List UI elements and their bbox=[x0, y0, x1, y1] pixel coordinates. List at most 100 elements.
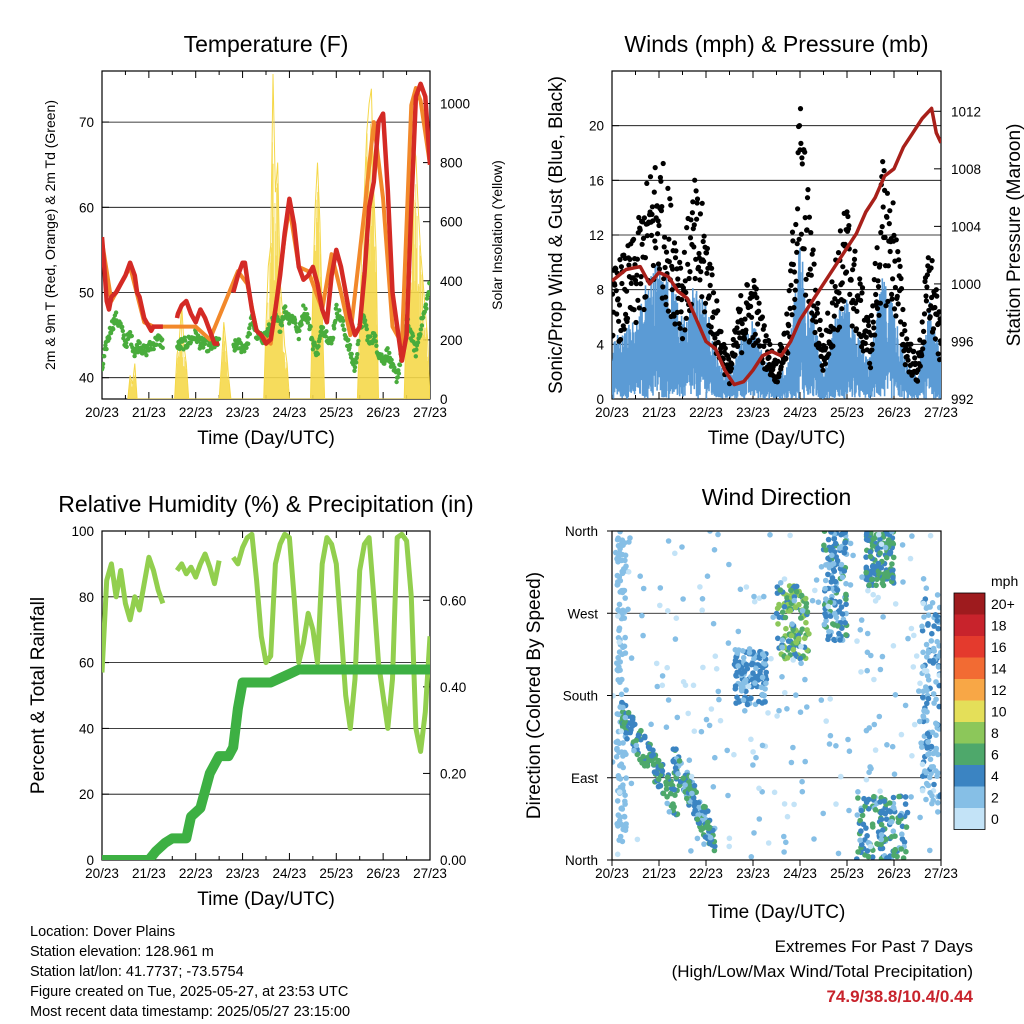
figure-created: Figure created on Tue, 2025-05-27, at 23… bbox=[30, 984, 349, 1000]
gust-point bbox=[829, 300, 836, 306]
direction-point bbox=[665, 538, 672, 544]
gust-point bbox=[700, 238, 706, 245]
direction-point bbox=[777, 580, 784, 586]
direction-point bbox=[822, 610, 828, 617]
dewpoint-point bbox=[292, 317, 298, 322]
direction-point bbox=[627, 729, 633, 736]
direction-point bbox=[847, 582, 854, 588]
y-tick-label: 0 bbox=[86, 853, 94, 868]
direction-point bbox=[936, 643, 941, 649]
direction-point bbox=[936, 703, 941, 710]
direction-point bbox=[617, 833, 624, 840]
gust-point bbox=[937, 357, 941, 363]
gust-point bbox=[867, 365, 874, 371]
direction-point bbox=[617, 531, 623, 535]
gust-point bbox=[783, 355, 789, 361]
gust-point bbox=[883, 303, 889, 309]
direction-point bbox=[838, 531, 844, 538]
direction-point bbox=[659, 673, 666, 679]
direction-point bbox=[782, 614, 789, 621]
gust-point bbox=[896, 257, 902, 263]
direction-point bbox=[925, 739, 931, 745]
direction-point bbox=[628, 655, 635, 661]
gust-point bbox=[790, 261, 797, 268]
gust-point bbox=[895, 249, 901, 255]
direction-point bbox=[826, 741, 833, 747]
gust-point bbox=[614, 311, 620, 317]
direction-point bbox=[889, 540, 896, 546]
legend-label: 10 bbox=[991, 704, 1007, 720]
gust-point bbox=[624, 315, 631, 321]
x-tick-label: 21/23 bbox=[132, 866, 166, 881]
dewpoint-point bbox=[364, 326, 369, 332]
gust-point bbox=[652, 238, 658, 244]
dewpoint-point bbox=[216, 336, 222, 342]
direction-point bbox=[804, 609, 811, 615]
gust-point bbox=[741, 336, 748, 342]
direction-point bbox=[694, 816, 701, 823]
y-tick-label: East bbox=[571, 771, 598, 786]
direction-point bbox=[892, 601, 899, 607]
dewpoint-point bbox=[102, 354, 107, 359]
direction-point bbox=[926, 604, 932, 610]
gust-point bbox=[759, 314, 766, 320]
gust-point bbox=[699, 200, 705, 206]
y-axis-label: 2m & 9m T (Red, Orange) & 2m Td (Green) bbox=[42, 100, 58, 370]
dewpoint-point bbox=[102, 365, 105, 370]
direction-point bbox=[715, 531, 721, 538]
gust-point bbox=[857, 281, 863, 287]
direction-point bbox=[869, 821, 876, 827]
gust-point bbox=[617, 257, 623, 263]
gust-point bbox=[636, 305, 642, 311]
gust-point bbox=[631, 236, 637, 242]
gust-point bbox=[712, 335, 718, 341]
y2-tick-label: 1000 bbox=[440, 97, 470, 112]
gust-point bbox=[927, 314, 933, 320]
dewpoint-point bbox=[196, 333, 201, 338]
direction-point bbox=[863, 727, 870, 734]
gust-point bbox=[797, 106, 804, 112]
gust-point bbox=[919, 352, 925, 359]
direction-point bbox=[904, 809, 911, 816]
direction-point bbox=[775, 621, 781, 627]
direction-point bbox=[751, 830, 757, 836]
direction-point bbox=[841, 550, 848, 556]
gust-point bbox=[755, 338, 761, 344]
legend-swatch bbox=[954, 614, 985, 636]
direction-point bbox=[839, 611, 846, 617]
gust-point bbox=[709, 265, 715, 271]
dewpoint-point bbox=[310, 347, 316, 352]
direction-point bbox=[696, 804, 702, 811]
chart-title: Winds (mph) & Pressure (mb) bbox=[624, 31, 928, 57]
y2-tick-label: 0.40 bbox=[440, 680, 466, 695]
y-tick-label: 80 bbox=[79, 590, 94, 605]
direction-point bbox=[680, 775, 687, 781]
gust-point bbox=[722, 345, 728, 351]
gust-point bbox=[662, 264, 668, 271]
direction-point bbox=[858, 617, 865, 623]
y-tick-label: 4 bbox=[596, 337, 604, 352]
dewpoint-point bbox=[354, 360, 359, 365]
direction-point bbox=[847, 540, 854, 547]
direction-point bbox=[615, 677, 621, 683]
dewpoint-point bbox=[424, 306, 429, 311]
direction-point bbox=[732, 683, 739, 689]
direction-point bbox=[909, 533, 915, 539]
legend-swatch bbox=[954, 765, 985, 787]
gust-point bbox=[899, 331, 905, 337]
gust-point bbox=[859, 344, 865, 350]
direction-point bbox=[622, 792, 628, 798]
legend-label: 4 bbox=[991, 768, 999, 784]
dewpoint-point bbox=[297, 328, 302, 333]
gust-point bbox=[843, 269, 850, 275]
direction-point bbox=[642, 734, 648, 741]
direction-point bbox=[659, 768, 666, 774]
direction-point bbox=[745, 683, 752, 690]
dewpoint-point bbox=[347, 342, 353, 348]
direction-point bbox=[818, 564, 825, 570]
y2-tick-label: 996 bbox=[951, 334, 974, 349]
gust-point bbox=[648, 232, 655, 238]
direction-point bbox=[880, 827, 886, 833]
gust-point bbox=[765, 337, 772, 344]
legend-title: mph bbox=[991, 573, 1018, 589]
